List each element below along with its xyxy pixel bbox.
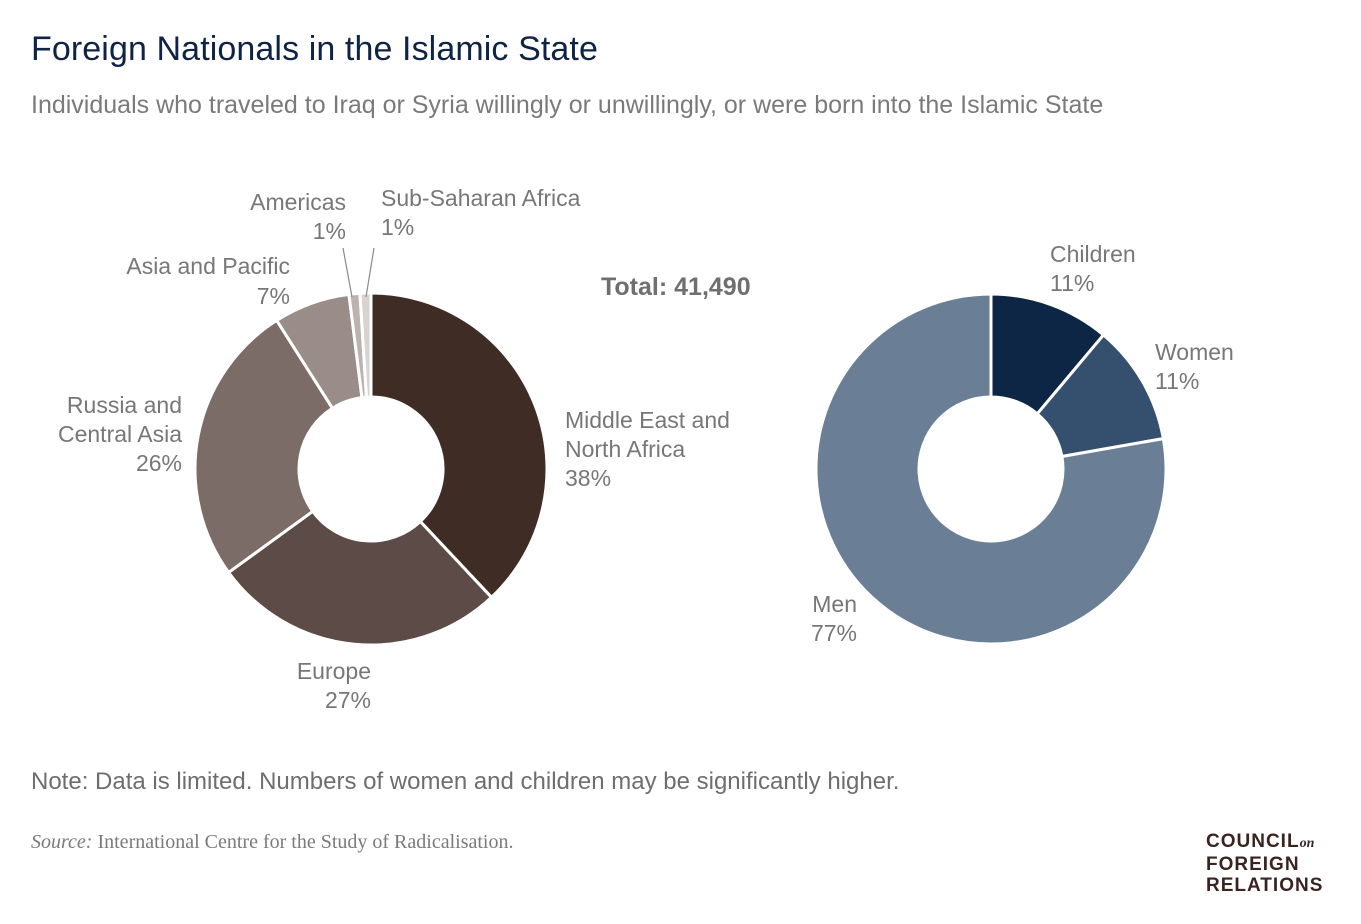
slice-middle-east-and-north-africa [369, 291, 549, 600]
slice-labels: Middle East and North Africa 38% Europe 27% R… [58, 185, 1234, 713]
slice-value-asia-and-pacific: 7% [257, 283, 290, 309]
slice-label-russia-and-central-asia: Russia and [67, 392, 182, 418]
leader-line-americas [342, 247, 353, 298]
logo-line1: COUNCIL [1206, 831, 1300, 852]
chart-subtitle: Individuals who traveled to Iraq or Syri… [31, 91, 1104, 119]
chart-title: Foreign Nationals in the Islamic State [31, 30, 598, 68]
slice-value-sub-saharan-africa: 1% [381, 214, 414, 240]
slice-label-middle-east-and-north-africa: North Africa [565, 436, 685, 462]
slice-sub-saharan-africa [358, 291, 373, 399]
source-prefix: Source: [31, 831, 93, 853]
logo-line3: RELATIONS [1206, 875, 1324, 896]
slice-value-men: 77% [811, 620, 857, 646]
slice-value-russia-and-central-asia: 26% [136, 450, 182, 476]
cfr-logo: COUNCILon FOREIGN RELATIONS [1206, 831, 1323, 896]
slice-label-europe: Europe [297, 658, 371, 684]
demographic-donut [814, 292, 1168, 646]
slice-label-asia-and-pacific: Asia and Pacific [126, 253, 290, 279]
slice-value-children: 11% [1050, 270, 1094, 296]
logo-on: on [1299, 836, 1315, 851]
slice-value-women: 11% [1155, 368, 1199, 394]
total-label: Total: 41,490 [601, 273, 751, 301]
slice-label-women: Women [1155, 339, 1234, 365]
slice-value-middle-east-and-north-africa: 38% [565, 465, 611, 491]
slice-europe [226, 509, 494, 647]
slice-men [814, 292, 1168, 646]
source-line: Source: International Centre for the Stu… [31, 831, 513, 854]
slice-value-europe: 27% [325, 687, 371, 713]
slice-label-americas: Americas [250, 189, 346, 215]
note: Note: Data is limited. Numbers of women … [31, 768, 900, 795]
slice-russia-and-central-asia [193, 318, 335, 575]
slice-value-americas: 1% [313, 218, 346, 244]
leader-line-sub-saharan-africa [365, 247, 375, 298]
slice-label-middle-east-and-north-africa: Middle East and [565, 407, 730, 433]
source-text: International Centre for the Study of Ra… [97, 831, 514, 853]
slice-label-sub-saharan-africa: Sub-Saharan Africa [381, 185, 581, 211]
logo-line2: FOREIGN [1206, 854, 1300, 875]
slice-label-children: Children [1050, 241, 1136, 267]
slice-label-men: Men [812, 591, 857, 617]
slice-label-russia-and-central-asia: Central Asia [58, 421, 182, 447]
region-donut [193, 291, 549, 647]
